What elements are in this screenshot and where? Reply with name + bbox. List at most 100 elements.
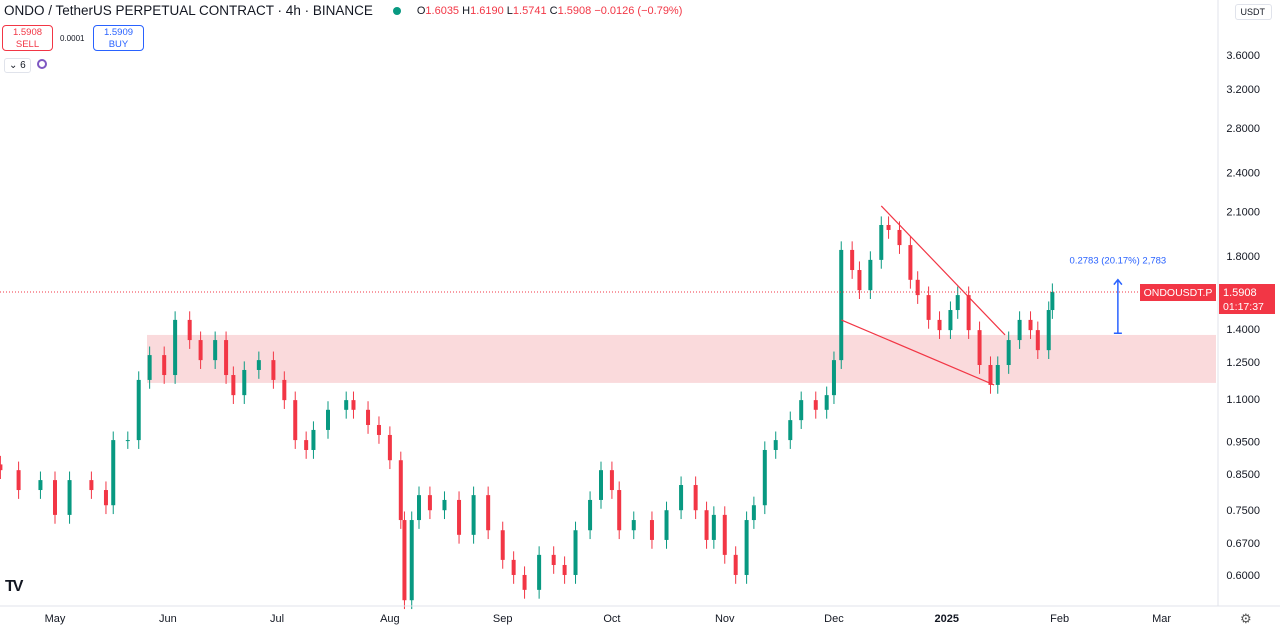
price-tag-countdown: 01:17:37 [1223,301,1264,313]
y-tick-label: 2.8000 [1226,123,1260,135]
candle-body [751,505,756,521]
candle-body [0,464,3,471]
candle-body [562,564,567,575]
spread-value: 0.0001 [60,34,85,43]
candle-body [442,499,447,511]
x-tick-label: Sep [493,613,513,625]
candle-body [908,245,913,280]
candle-body [609,470,614,491]
candle-body [955,295,960,311]
symbol-header: ONDO / TetherUS PERPETUAL CONTRACT · 4h … [4,3,682,18]
symbol-title[interactable]: ONDO / TetherUS PERPETUAL CONTRACT · 4h … [4,3,373,18]
y-tick-label: 1.2500 [1226,357,1260,369]
settings-gear-icon[interactable]: ⚙ [1240,611,1252,626]
y-tick-label: 3.6000 [1226,50,1260,62]
price-tag-value: 1.5908 [1223,287,1257,299]
candle-body [762,449,767,506]
candle-body [38,480,43,491]
candle-body [788,420,793,441]
candle-body [1017,319,1022,341]
candle-body [311,429,316,450]
candle-body [1028,319,1033,331]
candle-body [344,400,349,410]
buy-button[interactable]: 1.5909 BUY [93,25,144,51]
x-tick-label: Mar [1152,613,1171,625]
candle-body [1035,330,1040,351]
candle-body [103,490,108,506]
y-tick-label: 0.8500 [1226,469,1260,481]
y-tick-label: 3.2000 [1226,84,1260,96]
price-tag [1219,284,1275,315]
candle-body [125,440,130,442]
candle-body [937,319,942,331]
candle-body [173,319,178,376]
candle-body [213,340,218,361]
candle-body [995,365,1000,385]
candle-body [537,554,542,590]
candle-body [722,514,727,555]
candle-body [679,485,684,511]
y-tick-label: 0.6000 [1226,570,1260,582]
x-tick-label: Oct [603,613,620,625]
x-tick-label: May [45,613,66,625]
candle-body [693,485,698,511]
candle-body [162,355,167,376]
candle-body [417,495,421,521]
candle-body [744,520,749,575]
x-tick-label: Dec [824,613,844,625]
y-tick-label: 0.9500 [1226,437,1260,449]
candle-body [966,295,971,331]
candle-body [588,499,593,531]
candle-body [511,559,516,575]
candle-body [67,480,72,515]
y-tick-label: 0.7500 [1226,505,1260,517]
candle-body [988,365,993,385]
sell-button[interactable]: 1.5908 SELL [2,25,53,51]
indicators-toggle[interactable]: ⌄ 6 [4,58,31,73]
candle-body [471,495,476,535]
candle-body [293,400,298,441]
y-tick-label: 1.8000 [1226,251,1260,263]
candle-body [977,330,982,366]
candle-body [409,520,414,601]
currency-selector[interactable]: USDT [1234,4,1272,20]
candle-body [242,369,247,396]
candle-body [1006,340,1011,366]
measure-label: 0.2783 (20.17%) 2,783 [1070,256,1167,267]
candle-body [879,224,884,260]
candle-body [617,490,622,531]
measure-arrowhead [1113,278,1123,286]
support-zone [147,334,1216,383]
candle-body [271,360,276,380]
y-tick-label: 0.6700 [1226,538,1260,550]
candle-body [711,514,716,540]
y-tick-label: 1.4000 [1226,324,1260,336]
candle-body [16,470,21,491]
refresh-icon[interactable] [37,59,47,69]
candle-body [224,340,229,376]
candle-body [147,355,152,380]
candle-body [256,360,261,370]
tradingview-logo[interactable]: TV [5,578,24,595]
x-tick-label: Nov [715,613,735,625]
candle-body [850,249,855,271]
candle-body [522,574,527,590]
x-tick-label: Feb [1050,613,1069,625]
candle-body [857,270,862,291]
chevron-down-icon: ⌄ [9,60,21,71]
y-tick-label: 2.1000 [1226,206,1260,218]
candle-body [387,434,392,461]
candle-body [427,495,432,511]
candle-body [398,460,403,521]
candle-body [824,395,829,410]
candle-body [402,520,407,601]
symbol-tag [1140,284,1216,302]
candle-body [649,520,654,540]
candle-body [304,440,309,450]
candle-body [457,499,462,535]
candle-body [704,510,709,540]
candle-body [773,440,778,450]
market-status-icon [392,6,401,15]
candle-body [551,554,556,565]
